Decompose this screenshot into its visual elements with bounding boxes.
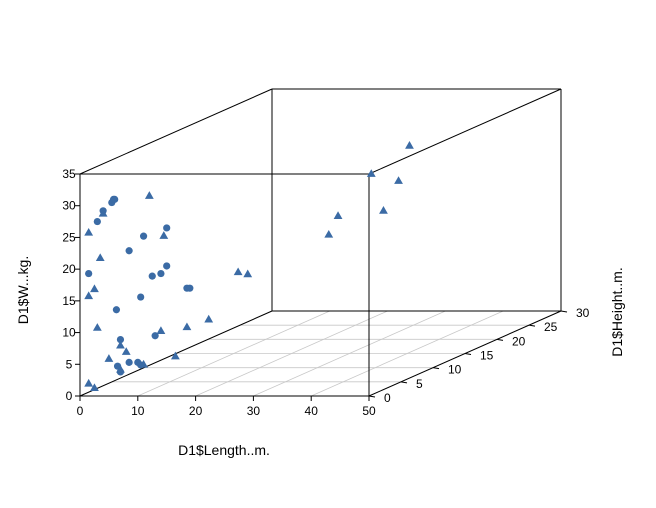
data-point-circle xyxy=(186,284,194,292)
data-point-circle xyxy=(157,269,165,278)
x-tick-label: 40 xyxy=(305,404,319,418)
data-point-triangle xyxy=(170,351,180,360)
y-tick xyxy=(464,353,472,355)
z-tick-label: 25 xyxy=(62,230,76,244)
data-point-triangle xyxy=(90,284,99,293)
x-axis-label: D1$Length..m. xyxy=(178,442,270,458)
z-tick-label: 30 xyxy=(62,199,76,213)
y-tick xyxy=(368,395,376,398)
z-axis-label: D1$W...kg. xyxy=(15,256,31,324)
data-point-triangle xyxy=(121,347,131,355)
data-point-triangle xyxy=(84,291,94,300)
y-tick xyxy=(528,324,536,327)
data-point-circle xyxy=(163,224,171,232)
data-point-triangle xyxy=(92,323,102,331)
y-tick xyxy=(400,381,408,384)
x-tick-label: 0 xyxy=(77,404,84,418)
z-tick-label: 20 xyxy=(62,262,76,276)
data-point-triangle xyxy=(366,169,376,177)
data-point-triangle xyxy=(139,359,148,368)
y-tick xyxy=(432,367,440,370)
z-tick-label: 5 xyxy=(66,357,73,371)
x-tick-label: 20 xyxy=(189,404,203,418)
data-point-triangle xyxy=(116,364,125,373)
data-point-triangle xyxy=(116,340,125,349)
data-point-circle xyxy=(125,247,133,255)
data-point-triangle xyxy=(333,211,343,219)
z-tick-label: 15 xyxy=(62,294,76,308)
data-point-circle xyxy=(112,306,121,314)
y-tick-label: 0 xyxy=(384,391,391,405)
x-tick-label: 30 xyxy=(247,404,261,418)
x-tick-label: 50 xyxy=(362,404,376,418)
y-axis-label: D1$Height..m. xyxy=(609,267,625,356)
data-point-circle xyxy=(93,217,101,226)
data-point-triangle xyxy=(84,378,94,387)
data-point-triangle xyxy=(243,269,253,278)
y-tick-label: 20 xyxy=(512,334,526,348)
y-tick-label: 30 xyxy=(576,306,590,320)
y-tick-label: 15 xyxy=(480,349,494,363)
data-point-triangle xyxy=(159,231,169,239)
data-point-triangle xyxy=(233,267,243,276)
data-point-triangle xyxy=(182,322,192,331)
data-point-triangle xyxy=(144,191,154,199)
data-point-circle xyxy=(125,358,133,366)
data-point-circle xyxy=(109,195,118,203)
x-tick-label: 10 xyxy=(131,404,145,418)
z-tick-label: 0 xyxy=(66,389,73,403)
data-point-triangle xyxy=(324,229,334,238)
data-point-triangle xyxy=(379,206,388,214)
data-point-circle xyxy=(137,293,145,301)
y-tick xyxy=(560,310,568,313)
data-point-triangle xyxy=(156,326,166,334)
data-point-circle xyxy=(139,232,148,240)
data-point-triangle xyxy=(90,383,99,392)
z-tick-label: 10 xyxy=(62,326,76,340)
box-edge xyxy=(368,88,562,175)
data-point-circle xyxy=(148,272,156,280)
data-point-triangle xyxy=(98,208,108,217)
data-point-circle xyxy=(116,335,125,344)
y-tick-label: 25 xyxy=(544,320,558,334)
z-tick-label: 35 xyxy=(62,167,76,181)
y-tick-label: 10 xyxy=(448,363,462,377)
data-point-circle xyxy=(85,269,93,278)
data-point-triangle xyxy=(95,253,105,262)
data-point-triangle xyxy=(204,314,214,323)
box-edge xyxy=(79,88,273,175)
data-point-triangle xyxy=(104,354,114,362)
y-tick-label: 5 xyxy=(416,377,423,391)
y-tick xyxy=(496,338,504,341)
data-point-triangle xyxy=(394,176,403,184)
data-point-circle xyxy=(163,262,171,270)
data-point-triangle xyxy=(405,141,414,149)
data-point-triangle xyxy=(84,227,94,236)
data-points xyxy=(84,141,414,392)
axes: 0 5 10 15 20 25 30 35 0 10 20 30 40 50 0 5 10 15 20 25 30 xyxy=(62,167,589,418)
